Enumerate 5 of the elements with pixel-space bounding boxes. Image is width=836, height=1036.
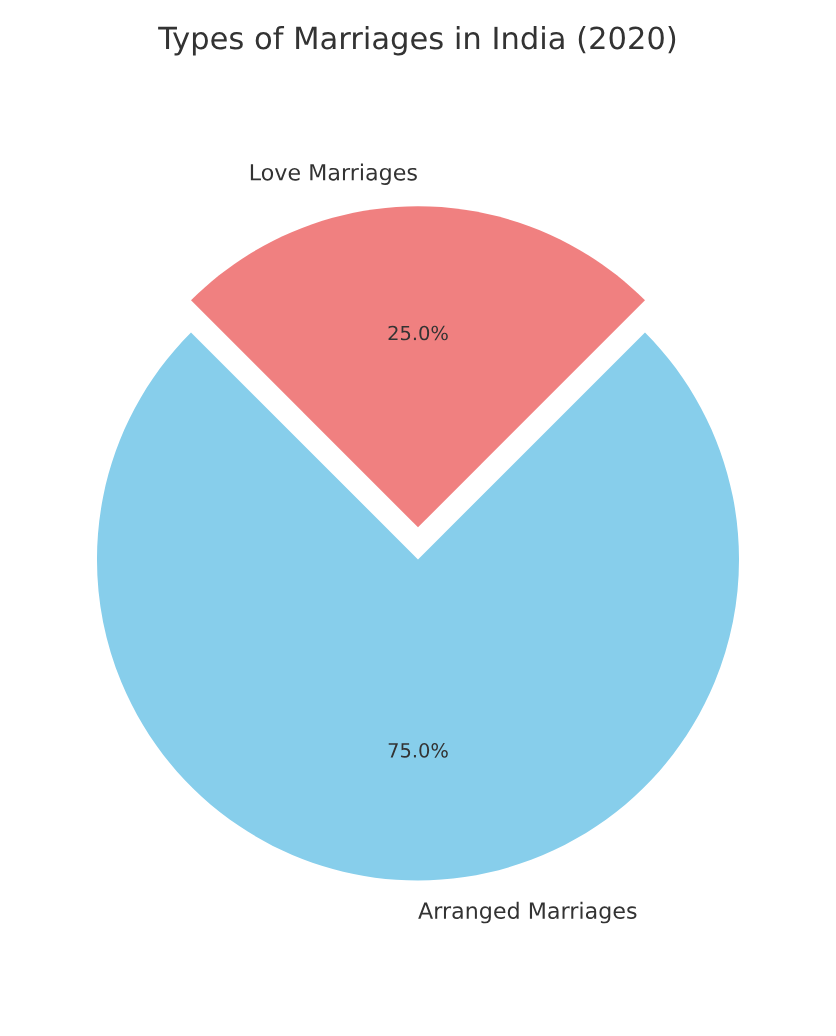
slice-label: Love Marriages xyxy=(250,163,417,185)
data-label: 25.0% xyxy=(388,325,448,341)
data-label: 75.0% xyxy=(388,742,448,758)
slice-label: Arranged Marriages xyxy=(418,901,637,924)
chart-title: Types of Marriages in India (2020) xyxy=(158,25,676,56)
